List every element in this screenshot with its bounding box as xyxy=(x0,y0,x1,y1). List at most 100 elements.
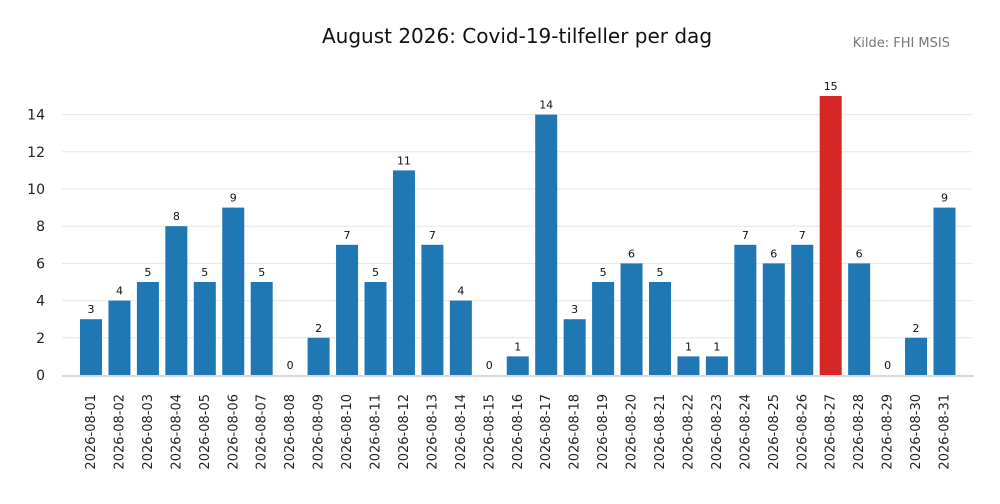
bar xyxy=(165,226,188,375)
data-label: 3 xyxy=(88,303,95,316)
x-tick-label: 2026-08-22 xyxy=(681,394,696,470)
x-tick-label: 2026-08-29 xyxy=(881,394,896,470)
bar xyxy=(535,114,558,375)
data-label: 9 xyxy=(941,192,948,205)
bar xyxy=(848,263,871,375)
bar xyxy=(592,282,615,375)
bar xyxy=(563,319,586,375)
bar xyxy=(136,282,159,375)
bar xyxy=(705,356,728,375)
x-tick-label: 2026-08-01 xyxy=(84,394,99,470)
bar xyxy=(819,96,842,375)
x-tick-label: 2026-08-31 xyxy=(938,394,953,470)
bar xyxy=(791,244,814,375)
x-tick-label: 2026-08-14 xyxy=(454,394,469,470)
bar xyxy=(762,263,785,375)
data-label: 2 xyxy=(913,322,920,335)
bar xyxy=(449,300,472,375)
chart-title: August 2026: Covid-19-tilfeller per dag xyxy=(322,24,712,48)
data-label: 6 xyxy=(628,247,635,260)
x-tick-label: 2026-08-26 xyxy=(795,394,810,470)
bar xyxy=(250,282,273,375)
x-tick-label: 2026-08-02 xyxy=(112,394,127,470)
bar xyxy=(392,170,415,375)
data-label: 5 xyxy=(600,266,607,279)
x-axis-ticks: 2026-08-01 2026-08-02 2026-08-03 2026-08-04… xyxy=(84,394,953,470)
x-tick-label: 2026-08-21 xyxy=(653,394,668,470)
data-label: 2 xyxy=(315,322,322,335)
y-tick-label: 2 xyxy=(36,331,45,347)
x-tick-label: 2026-08-18 xyxy=(568,394,583,470)
data-label: 11 xyxy=(397,154,411,167)
bar xyxy=(734,244,757,375)
x-tick-label: 2026-08-08 xyxy=(283,394,298,470)
y-axis-ticks: 0 2 4 6 8 10 12 14 xyxy=(27,108,45,384)
data-label: 7 xyxy=(799,229,806,242)
bar xyxy=(80,319,102,375)
data-label: 3 xyxy=(571,303,578,316)
x-tick-label: 2026-08-27 xyxy=(824,394,839,470)
y-tick-label: 14 xyxy=(27,108,45,124)
y-tick-label: 4 xyxy=(36,294,45,310)
x-tick-label: 2026-08-25 xyxy=(767,394,782,470)
data-label: 5 xyxy=(657,266,664,279)
data-label: 4 xyxy=(116,285,123,298)
bar xyxy=(506,356,529,375)
x-tick-label: 2026-08-07 xyxy=(255,394,270,470)
x-tick-label: 2026-08-06 xyxy=(226,394,241,470)
data-label: 7 xyxy=(344,229,351,242)
x-tick-label: 2026-08-12 xyxy=(397,394,412,470)
y-tick-label: 10 xyxy=(27,182,45,198)
bar xyxy=(933,207,956,375)
y-tick-label: 12 xyxy=(27,145,45,161)
data-label: 5 xyxy=(372,266,379,279)
data-label: 5 xyxy=(144,266,151,279)
data-label: 0 xyxy=(287,359,294,372)
x-tick-label: 2026-08-24 xyxy=(738,394,753,470)
data-label: 9 xyxy=(230,192,237,205)
y-tick-label: 0 xyxy=(36,368,45,384)
source-note: Kilde: FHI MSIS xyxy=(853,36,950,51)
data-label: 6 xyxy=(770,247,777,260)
data-label: 5 xyxy=(201,266,208,279)
bar xyxy=(364,282,387,375)
bar xyxy=(222,207,245,375)
x-tick-label: 2026-08-03 xyxy=(141,394,156,470)
x-tick-label: 2026-08-15 xyxy=(482,394,497,470)
bar xyxy=(108,300,131,375)
x-tick-label: 2026-08-09 xyxy=(312,394,327,470)
x-tick-label: 2026-08-23 xyxy=(710,394,725,470)
x-tick-label: 2026-08-11 xyxy=(369,394,384,470)
bar xyxy=(193,282,216,375)
x-tick-label: 2026-08-30 xyxy=(909,394,924,470)
data-label: 1 xyxy=(713,340,720,353)
data-label: 0 xyxy=(884,359,891,372)
data-label: 5 xyxy=(258,266,265,279)
data-label: 7 xyxy=(742,229,749,242)
bar xyxy=(649,282,671,375)
x-tick-label: 2026-08-13 xyxy=(425,394,440,470)
y-tick-label: 6 xyxy=(36,256,45,272)
x-tick-label: 2026-08-19 xyxy=(596,394,611,470)
data-label: 15 xyxy=(824,80,838,93)
data-label: 1 xyxy=(514,340,521,353)
x-tick-label: 2026-08-28 xyxy=(852,394,867,470)
bar xyxy=(620,263,643,375)
data-label: 4 xyxy=(457,285,464,298)
bar xyxy=(336,244,359,375)
data-label: 7 xyxy=(429,229,436,242)
bar xyxy=(307,337,330,375)
data-label: 14 xyxy=(539,99,553,112)
bar xyxy=(905,337,928,375)
data-label: 8 xyxy=(173,210,180,223)
bar xyxy=(677,356,700,375)
data-label: 1 xyxy=(685,340,692,353)
x-tick-label: 2026-08-10 xyxy=(340,394,355,470)
x-tick-label: 2026-08-20 xyxy=(625,394,640,470)
bars xyxy=(80,96,956,375)
bar xyxy=(421,244,444,375)
x-tick-label: 2026-08-05 xyxy=(198,394,213,470)
x-tick-label: 2026-08-04 xyxy=(169,394,184,470)
